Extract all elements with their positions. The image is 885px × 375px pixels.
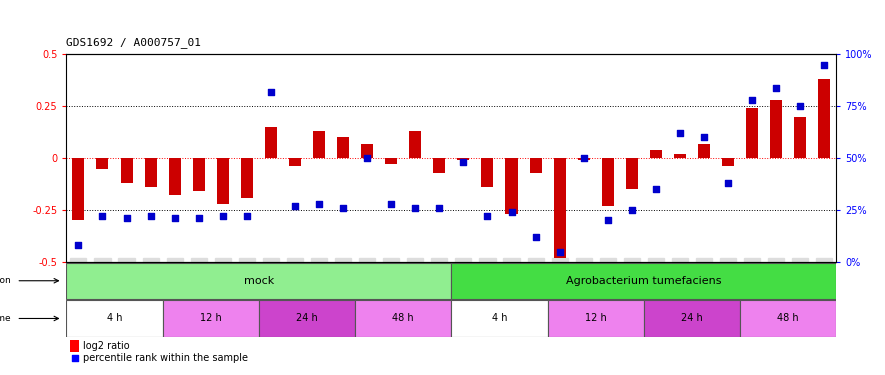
- Point: [143, 213, 158, 219]
- Text: percentile rank within the sample: percentile rank within the sample: [83, 354, 249, 363]
- Point: [408, 205, 422, 211]
- Bar: [698, 144, 710, 158]
- Point: [601, 217, 615, 223]
- Bar: [385, 158, 397, 164]
- Bar: [746, 108, 758, 158]
- Bar: [722, 158, 734, 166]
- Point: [577, 155, 591, 161]
- Point: [432, 205, 446, 211]
- Bar: [481, 158, 494, 187]
- Bar: [650, 150, 662, 158]
- Bar: [643, 300, 740, 337]
- Point: [457, 159, 471, 165]
- Point: [312, 201, 326, 207]
- Point: [384, 201, 398, 207]
- Text: 24 h: 24 h: [681, 314, 703, 324]
- Text: infection: infection: [0, 276, 11, 285]
- Point: [817, 62, 831, 68]
- Text: mock: mock: [243, 276, 274, 286]
- Text: log2 ratio: log2 ratio: [83, 341, 130, 351]
- Bar: [289, 158, 301, 166]
- Text: 12 h: 12 h: [585, 314, 606, 324]
- Point: [793, 103, 807, 109]
- Bar: [819, 79, 830, 158]
- Bar: [602, 158, 614, 206]
- Bar: [120, 158, 133, 183]
- Text: 4 h: 4 h: [492, 314, 507, 324]
- Bar: [241, 158, 253, 198]
- Bar: [355, 300, 451, 337]
- Point: [528, 234, 543, 240]
- Point: [167, 215, 181, 221]
- Bar: [217, 158, 229, 204]
- Point: [119, 215, 134, 221]
- Bar: [313, 131, 325, 158]
- Point: [481, 213, 495, 219]
- Bar: [458, 158, 469, 160]
- Text: Agrobacterium tumefaciens: Agrobacterium tumefaciens: [566, 276, 721, 286]
- Bar: [163, 300, 258, 337]
- Point: [288, 203, 302, 209]
- Bar: [73, 158, 84, 220]
- Bar: [505, 158, 518, 214]
- Point: [696, 134, 711, 140]
- Bar: [409, 131, 421, 158]
- Bar: [70, 340, 80, 352]
- Point: [649, 186, 663, 192]
- Bar: [451, 300, 548, 337]
- Bar: [578, 158, 589, 160]
- Point: [216, 213, 230, 219]
- Text: 48 h: 48 h: [777, 314, 799, 324]
- Text: time: time: [0, 314, 11, 323]
- Point: [552, 249, 566, 255]
- Point: [336, 205, 350, 211]
- Point: [504, 209, 519, 215]
- Text: 12 h: 12 h: [200, 314, 221, 324]
- Text: 48 h: 48 h: [392, 314, 414, 324]
- Bar: [144, 158, 157, 187]
- Bar: [337, 137, 349, 158]
- Bar: [626, 158, 638, 189]
- Bar: [265, 127, 277, 158]
- Point: [264, 89, 278, 95]
- Text: 24 h: 24 h: [296, 314, 318, 324]
- Bar: [794, 117, 806, 158]
- Bar: [361, 144, 373, 158]
- Bar: [740, 300, 836, 337]
- Point: [96, 213, 110, 219]
- Point: [721, 180, 735, 186]
- Bar: [66, 262, 451, 299]
- Bar: [673, 154, 686, 158]
- Point: [68, 356, 82, 362]
- Text: 4 h: 4 h: [107, 314, 122, 324]
- Bar: [66, 300, 163, 337]
- Point: [240, 213, 254, 219]
- Point: [72, 242, 86, 248]
- Point: [192, 215, 206, 221]
- Bar: [193, 158, 204, 191]
- Point: [360, 155, 374, 161]
- Point: [745, 97, 759, 103]
- Bar: [554, 158, 566, 258]
- Bar: [258, 300, 355, 337]
- Point: [625, 207, 639, 213]
- Bar: [770, 100, 782, 158]
- Bar: [96, 158, 109, 168]
- Bar: [529, 158, 542, 172]
- Bar: [548, 300, 643, 337]
- Bar: [169, 158, 181, 195]
- Bar: [434, 158, 445, 172]
- Point: [769, 85, 783, 91]
- Point: [673, 130, 687, 136]
- Bar: [451, 262, 836, 299]
- Text: GDS1692 / A000757_01: GDS1692 / A000757_01: [66, 37, 202, 48]
